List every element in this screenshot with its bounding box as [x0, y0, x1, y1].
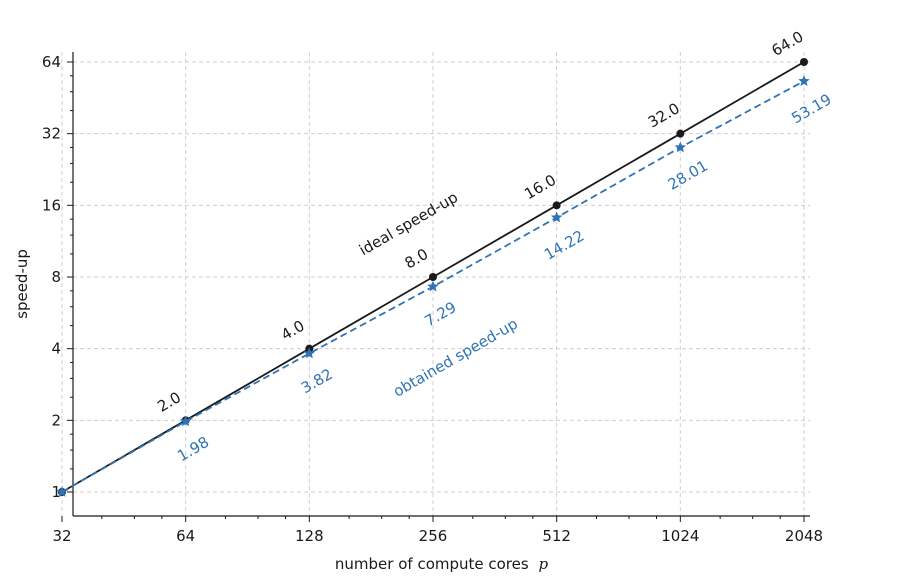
x-tick-label: 32	[52, 527, 71, 545]
ideal-value-label: 32.0	[645, 99, 683, 131]
axes: 32 64 128 256 512 1024 2048 1 2 4 8 16 32 64	[42, 52, 823, 545]
ideal-value-label: 2.0	[154, 388, 184, 416]
obtained-marker	[303, 347, 316, 359]
obtained-value-label: 3.82	[298, 365, 336, 397]
ideal-marker	[800, 58, 808, 66]
x-axis-title-variable: p	[538, 555, 548, 573]
y-tick-label: 8	[51, 268, 61, 286]
x-tick-label: 512	[542, 527, 571, 545]
ideal-marker	[552, 201, 561, 210]
x-axis-title: number of compute cores p	[335, 555, 549, 573]
ideal-value-label: 4.0	[278, 317, 308, 345]
y-tick-label: 4	[51, 340, 61, 358]
x-tick-label: 256	[419, 527, 448, 545]
ideal-value-label: 64.0	[769, 28, 807, 60]
ideal-marker	[676, 129, 685, 138]
obtained-marker	[550, 211, 563, 223]
obtained-value-label: 28.01	[665, 157, 711, 194]
obtained-value-label: 14.22	[541, 227, 587, 264]
y-tick-label: 64	[42, 53, 61, 71]
obtained-value-label: 53.19	[788, 90, 834, 127]
grid	[61, 52, 810, 516]
obtained-series-annotation: obtained speed-up	[390, 315, 521, 401]
x-tick-label: 2048	[785, 527, 823, 545]
series	[56, 58, 810, 497]
obtained-value-label: 1.98	[174, 433, 212, 465]
y-tick-label: 32	[42, 125, 61, 143]
x-axis-title-text: number of compute cores	[335, 555, 529, 573]
y-axis-title: speed-up	[13, 249, 31, 319]
ideal-value-label: 8.0	[402, 245, 432, 273]
obtained-marker	[798, 75, 810, 86]
y-tick-label: 16	[42, 196, 61, 214]
data-labels: 2.0 4.0 8.0 16.0 32.0 64.0 1.98 3.82 7.29 14.22 28…	[154, 28, 834, 466]
obtained-marker	[674, 141, 687, 153]
y-tick-label: 2	[51, 411, 61, 429]
obtained-marker	[179, 415, 192, 427]
obtained-marker	[427, 280, 439, 292]
ideal-series-annotation: ideal speed-up	[356, 188, 461, 259]
x-tick-label: 128	[295, 527, 324, 545]
x-tick-label: 1024	[661, 527, 699, 545]
ideal-value-label: 16.0	[521, 171, 559, 203]
x-tick-label: 64	[176, 527, 195, 545]
obtained-marker	[56, 486, 68, 497]
y-tick-label: 1	[51, 483, 61, 501]
ideal-marker	[429, 273, 437, 281]
obtained-value-label: 7.29	[422, 298, 460, 330]
